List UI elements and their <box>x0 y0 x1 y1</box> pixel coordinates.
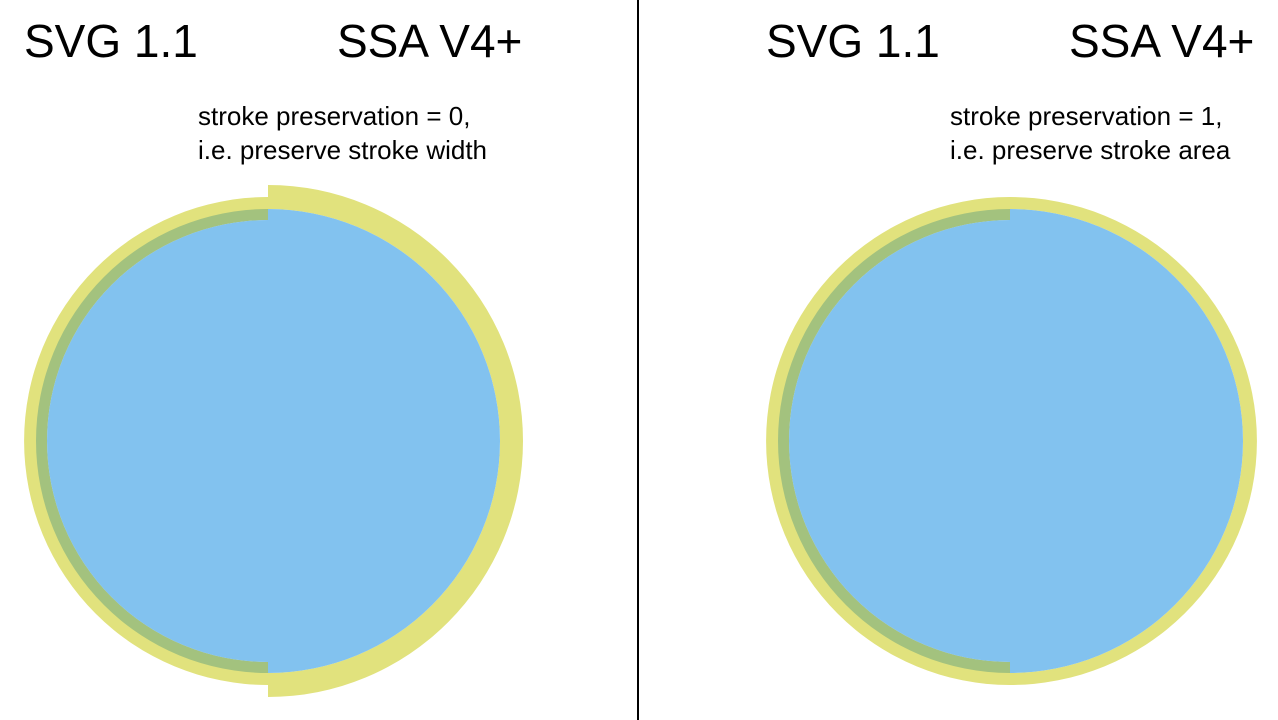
caption-line-1: stroke preservation = 1, <box>950 101 1223 131</box>
panel-stroke-preservation-1: SVG 1.1 SSA V4+ stroke preservation = 1,… <box>639 0 1278 720</box>
svg11-fill-half <box>789 220 1010 662</box>
panel-stroke-preservation-0: SVG 1.1 SSA V4+ stroke preservation = 0,… <box>24 15 523 697</box>
ssa-fill-half <box>268 209 500 673</box>
heading-svg-1-1: SVG 1.1 <box>766 15 940 67</box>
heading-ssa-v4plus: SSA V4+ <box>1069 15 1255 67</box>
caption-line-2: i.e. preserve stroke width <box>198 135 488 165</box>
caption: stroke preservation = 0, i.e. preserve s… <box>198 99 487 167</box>
caption: stroke preservation = 1, i.e. preserve s… <box>950 99 1230 167</box>
heading-svg-1-1: SVG 1.1 <box>24 15 198 67</box>
circle-comparison-diagram <box>24 185 523 697</box>
panel-divider <box>637 0 639 720</box>
caption-line-2: i.e. preserve stroke area <box>950 135 1231 165</box>
circle-comparison-diagram <box>766 197 1257 685</box>
heading-ssa-v4plus: SSA V4+ <box>337 15 523 67</box>
caption-line-1: stroke preservation = 0, <box>198 101 471 131</box>
svg11-fill-half <box>47 220 268 662</box>
ssa-fill-half <box>1010 209 1243 673</box>
